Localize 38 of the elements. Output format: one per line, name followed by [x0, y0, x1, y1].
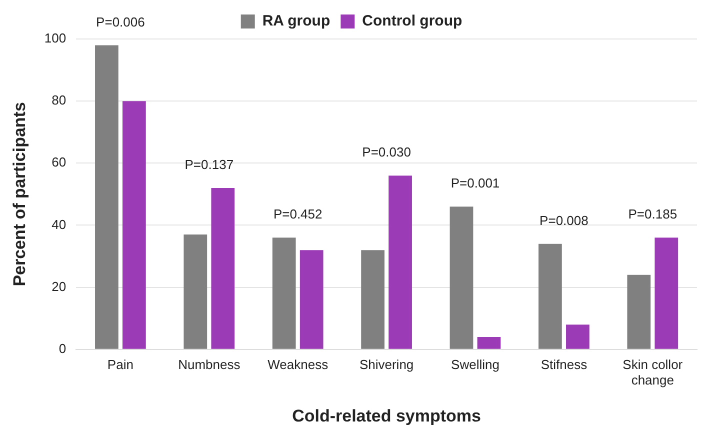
annotation: P=0.452: [273, 206, 322, 222]
bar: [654, 238, 678, 349]
bar: [538, 244, 562, 349]
bar: [566, 324, 590, 349]
text: P=0.006: [96, 14, 145, 30]
y-axis-title: Percent of participants: [10, 102, 29, 286]
annotation: P=0.001: [450, 176, 500, 191]
annotation: P=0.137: [184, 157, 234, 172]
x-tick-label: Skin collor change: [622, 356, 684, 388]
bar: [450, 206, 474, 349]
bar: [184, 234, 208, 349]
x-tick-label: Numbness: [178, 356, 241, 372]
legend-label: RA group: [262, 12, 330, 30]
annotation: P=0.008: [540, 212, 588, 228]
x-tick-label: Stifness: [540, 356, 588, 372]
x-tick-label: Pain: [107, 356, 134, 372]
x-tick-label: Swelling: [451, 356, 500, 372]
bar: [477, 336, 501, 349]
x-tick-label: Shivering: [359, 356, 414, 372]
bar: [388, 176, 412, 349]
legend-label: Control group: [362, 12, 462, 30]
y-tick-label: 100: [44, 30, 66, 46]
annotation: P=0.030: [362, 144, 411, 160]
bar: [627, 274, 651, 349]
y-tick-label: 40: [52, 216, 66, 232]
bar: [122, 101, 146, 349]
bar: [211, 188, 235, 349]
bar: [95, 45, 118, 349]
bar: [300, 250, 324, 349]
annotation: P=0.185: [628, 206, 678, 222]
y-tick-label: 20: [52, 278, 66, 294]
bar: [272, 238, 296, 349]
y-tick-label: 60: [52, 154, 66, 170]
y-tick-label: 80: [52, 92, 66, 108]
y-tick-label: 0: [58, 340, 66, 356]
x-tick-label: Weakness: [268, 356, 329, 372]
bar: [361, 250, 384, 349]
x-axis-title: Cold-related symptoms: [292, 406, 482, 426]
